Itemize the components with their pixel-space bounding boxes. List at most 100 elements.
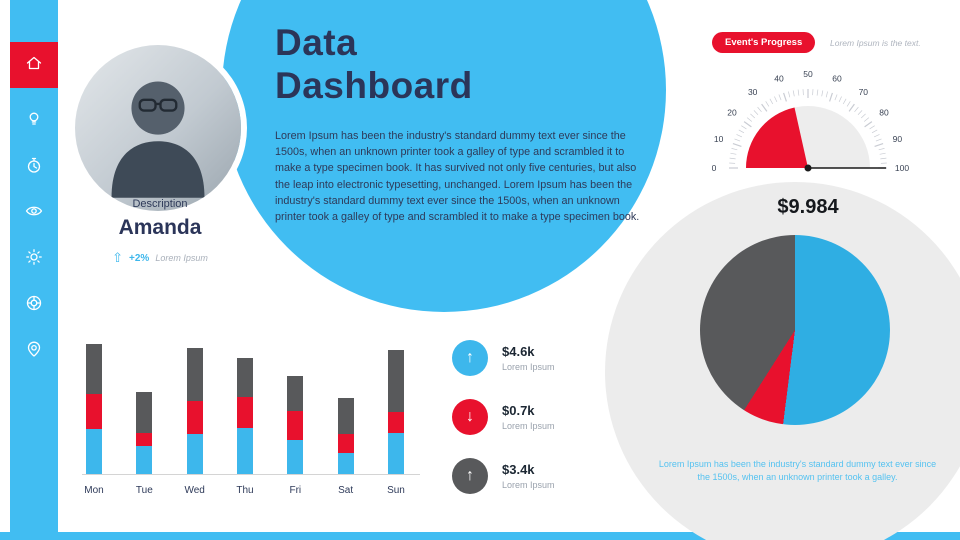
profile-block: Description Amanda ⇧ +2% Lorem Ipsum <box>70 198 250 266</box>
kpi-value: $3.4k <box>502 462 535 477</box>
bar-column-sat: Sat <box>337 398 354 496</box>
pie-caption: Lorem Ipsum has been the industry's stan… <box>658 459 937 483</box>
profile-name: Amanda <box>118 216 202 239</box>
kpi-row-1: ↑ $4.6k Lorem Ipsum <box>452 340 555 376</box>
kpi-text: $4.6k Lorem Ipsum <box>502 344 555 372</box>
delta-caption: Lorem Ipsum <box>155 253 208 263</box>
kpi-caption: Lorem Ipsum <box>502 480 555 490</box>
events-progress-caption: Lorem Ipsum is the text. <box>830 38 921 48</box>
gear-icon <box>24 247 44 272</box>
time-icon <box>24 155 44 180</box>
home-icon <box>24 53 44 78</box>
bar-segment-red <box>337 434 354 453</box>
svg-text:90: 90 <box>893 134 903 144</box>
sidebar-item-visibility[interactable] <box>10 200 58 226</box>
person-photo-placeholder <box>111 81 205 198</box>
sidebar-item-home[interactable] <box>10 42 58 88</box>
bar-segment-gray <box>387 350 404 412</box>
svg-text:50: 50 <box>803 69 813 79</box>
bar-label: Thu <box>236 485 254 496</box>
bar-column-sun: Sun <box>387 350 405 496</box>
bar-label: Sun <box>387 485 405 496</box>
bar-segment-blue <box>337 453 354 474</box>
bar-segment-red <box>186 401 203 434</box>
bar-segment-red <box>287 411 304 440</box>
up-arrow-icon: ⇧ <box>112 250 124 265</box>
bar-label: Tue <box>135 485 153 496</box>
bar-label: Wed <box>184 485 205 496</box>
bar-segment-gray <box>186 348 203 401</box>
gauge-svg: 0 10 20 30 40 50 60 70 80 90 100 <box>712 69 910 173</box>
kpi-caption: Lorem Ipsum <box>502 421 555 431</box>
kpi-value: $0.7k <box>502 403 535 418</box>
delta-value: +2% <box>129 252 150 264</box>
kpi-row-2: ↓ $0.7k Lorem Ipsum <box>452 399 555 435</box>
kpi-text: $0.7k Lorem Ipsum <box>502 403 555 431</box>
svg-text:40: 40 <box>774 74 784 84</box>
intro-paragraph: Lorem Ipsum has been the industry's stan… <box>275 130 640 223</box>
bar-column-wed: Wed <box>184 348 205 496</box>
svg-text:0: 0 <box>712 163 717 173</box>
idea-icon <box>24 109 44 134</box>
avatar <box>75 45 241 211</box>
sidebar <box>10 0 58 540</box>
bar-segment-blue <box>186 434 203 474</box>
bar-column-mon: Mon <box>84 344 104 496</box>
bar-segment-gray <box>337 398 354 434</box>
bar-column-thu: Thu <box>236 358 254 496</box>
bar-segment-gray <box>236 358 253 397</box>
eye-icon <box>24 201 44 226</box>
kpi-caption: Lorem Ipsum <box>502 362 555 372</box>
gauge-value-label: $9.984 <box>777 196 839 218</box>
profile-role: Description <box>132 198 188 210</box>
bottom-accent-strip <box>0 532 960 540</box>
page-title-line2: Dashboard <box>275 64 473 106</box>
kpi-text: $3.4k Lorem Ipsum <box>502 462 555 490</box>
bar-chart-axis <box>82 474 420 475</box>
bar-label: Sat <box>338 485 354 496</box>
up-arrow-icon: ↑ <box>452 340 488 376</box>
svg-text:20: 20 <box>727 108 737 118</box>
kpi-list: ↑ $4.6k Lorem Ipsum ↓ $0.7k Lorem Ipsum ↑ $3.4k… <box>452 340 555 494</box>
bar-segment-red <box>387 412 404 433</box>
bar-segment-red <box>236 397 253 428</box>
svg-text:70: 70 <box>859 87 869 97</box>
page-title: Data Dashboard <box>275 22 473 107</box>
sidebar-item-idea[interactable] <box>10 108 58 134</box>
svg-text:80: 80 <box>879 108 889 118</box>
kpi-value: $4.6k <box>502 344 535 359</box>
bar-chart-columns: Mon Tue Wed Thu Fri Sat Sun <box>84 334 405 496</box>
svg-text:60: 60 <box>832 74 842 84</box>
gauge-chart: 0 10 20 30 40 50 60 70 80 90 100 <box>703 56 913 180</box>
svg-text:10: 10 <box>714 134 724 144</box>
bar-column-tue: Tue <box>136 392 153 496</box>
bar-label: Mon <box>84 485 104 496</box>
bar-segment-gray <box>287 376 304 411</box>
bar-segment-blue <box>236 428 253 474</box>
down-arrow-icon: ↓ <box>452 399 488 435</box>
life-ring-icon <box>24 293 44 318</box>
bar-segment-blue <box>287 440 304 474</box>
bar-segment-blue <box>136 446 153 474</box>
svg-text:30: 30 <box>748 87 758 97</box>
bar-segment-red <box>86 394 102 429</box>
kpi-row-3: ↑ $3.4k Lorem Ipsum <box>452 458 555 494</box>
sidebar-item-support[interactable] <box>10 292 58 318</box>
sidebar-item-settings[interactable] <box>10 246 58 272</box>
svg-text:100: 100 <box>895 163 909 173</box>
bar-column-fri: Fri <box>287 376 304 496</box>
bar-segment-red <box>136 433 153 446</box>
sidebar-item-time[interactable] <box>10 154 58 180</box>
bar-segment-gray <box>86 344 102 394</box>
sidebar-item-location[interactable] <box>10 338 58 364</box>
bar-segment-blue <box>86 429 102 474</box>
bar-label: Fri <box>289 485 302 496</box>
bar-segment-gray <box>136 392 153 433</box>
up-arrow-icon: ↑ <box>452 458 488 494</box>
map-pin-icon <box>24 339 44 364</box>
pie-chart <box>700 235 890 425</box>
page-title-line1: Data <box>275 22 358 63</box>
profile-delta: ⇧ +2% Lorem Ipsum <box>70 250 250 266</box>
bar-segment-blue <box>387 433 404 474</box>
